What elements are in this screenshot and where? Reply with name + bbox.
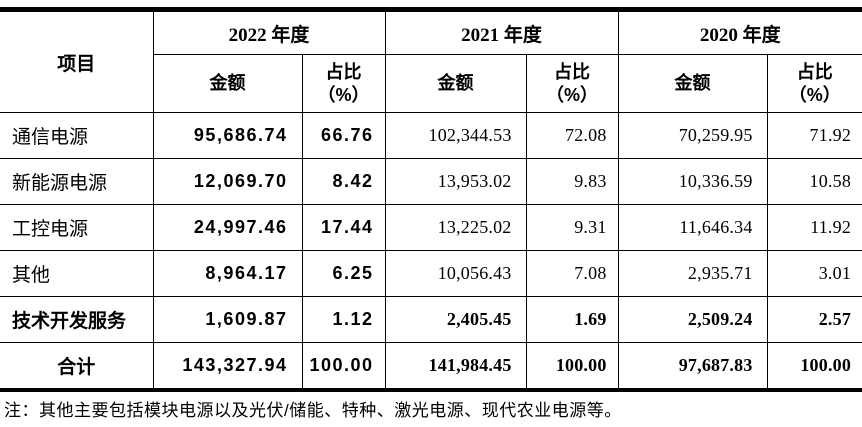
ratio-label-line1: 占比 [796,62,833,82]
ratio-2020: 2.57 [766,296,862,343]
header-amount-2021: 金额 [384,54,527,113]
ratio-2022: 66.76 [301,112,386,159]
amount-2021: 10,056.43 [384,250,527,297]
row-communication-power: 通信电源 95,686.74 66.76 102,344.53 72.08 70… [0,112,862,159]
amount-2021: 13,225.02 [384,204,527,251]
amount-2022: 143,327.94 [152,342,303,390]
header-ratio-2020: 占比 （%） [766,54,862,113]
revenue-by-product-table: 项目 2022 年度 2021 年度 2020 年度 金额 占比 （%） 金额 … [0,7,862,392]
amount-2020: 70,259.95 [617,112,768,159]
header-item-column: 项目 [0,9,154,113]
row-other: 其他 8,964.17 6.25 10,056.43 7.08 2,935.71… [0,250,862,297]
row-label: 新能源电源 [0,158,154,205]
footnote-note: 注：其他主要包括模块电源以及光伏/储能、特种、激光电源、现代农业电源等。 [4,401,622,420]
ratio-label-line2: （%） [546,84,599,105]
ratio-2020: 3.01 [766,250,862,297]
amount-2022: 12,069.70 [152,158,303,205]
row-new-energy-power: 新能源电源 12,069.70 8.42 13,953.02 9.83 10,3… [0,158,862,205]
ratio-2020: 10.58 [766,158,862,205]
ratio-2021: 100.00 [525,342,619,390]
ratio-label-line2: （%） [788,84,841,105]
header-year-2020: 2020 年度 [617,9,862,55]
header-row-subcolumns: 金额 占比 （%） 金额 占比 （%） 金额 占比 （%） [0,54,862,113]
ratio-label-line1: 占比 [325,62,362,82]
ratio-label-line1: 占比 [554,62,591,82]
amount-2020: 2,935.71 [617,250,768,297]
amount-2021: 102,344.53 [384,112,527,159]
ratio-label-line2: （%） [317,84,370,105]
amount-2020: 97,687.83 [617,342,768,390]
ratio-2020: 100.00 [766,342,862,390]
ratio-2020: 11.92 [766,204,862,251]
row-industrial-control-power: 工控电源 24,997.46 17.44 13,225.02 9.31 11,6… [0,204,862,251]
amount-2021: 2,405.45 [384,296,527,343]
ratio-2021: 7.08 [525,250,619,297]
header-amount-2022: 金额 [153,54,303,113]
ratio-2022: 1.12 [301,296,386,343]
amount-2020: 2,509.24 [617,296,768,343]
amount-2022: 8,964.17 [152,250,303,297]
header-amount-2020: 金额 [617,54,768,113]
ratio-2021: 9.31 [525,204,619,251]
row-label: 其他 [0,250,154,297]
header-ratio-2021: 占比 （%） [525,54,619,113]
amount-2020: 10,336.59 [617,158,768,205]
ratio-2022: 6.25 [301,250,386,297]
ratio-2022: 100.00 [301,342,386,390]
ratio-2021: 1.69 [525,296,619,343]
ratio-2020: 71.92 [766,112,862,159]
row-label: 技术开发服务 [0,296,154,343]
amount-2021: 13,953.02 [384,158,527,205]
ratio-2021: 9.83 [525,158,619,205]
ratio-2022: 17.44 [301,204,386,251]
row-label: 合计 [0,342,154,390]
ratio-2021: 72.08 [525,112,619,159]
header-year-2022: 2022 年度 [152,9,386,55]
ratio-2022: 8.42 [301,158,386,205]
header-ratio-2022: 占比 （%） [301,54,386,113]
amount-2022: 1,609.87 [152,296,303,343]
row-label: 通信电源 [0,112,154,159]
header-year-2021: 2021 年度 [384,9,619,55]
row-tech-development-service: 技术开发服务 1,609.87 1.12 2,405.45 1.69 2,509… [0,296,862,343]
amount-2022: 95,686.74 [152,112,303,159]
row-total: 合计 143,327.94 100.00 141,984.45 100.00 9… [0,342,862,390]
row-label: 工控电源 [0,204,154,251]
amount-2020: 11,646.34 [617,204,768,251]
amount-2021: 141,984.45 [384,342,527,390]
header-row-years: 项目 2022 年度 2021 年度 2020 年度 [0,9,862,113]
amount-2022: 24,997.46 [152,204,303,251]
